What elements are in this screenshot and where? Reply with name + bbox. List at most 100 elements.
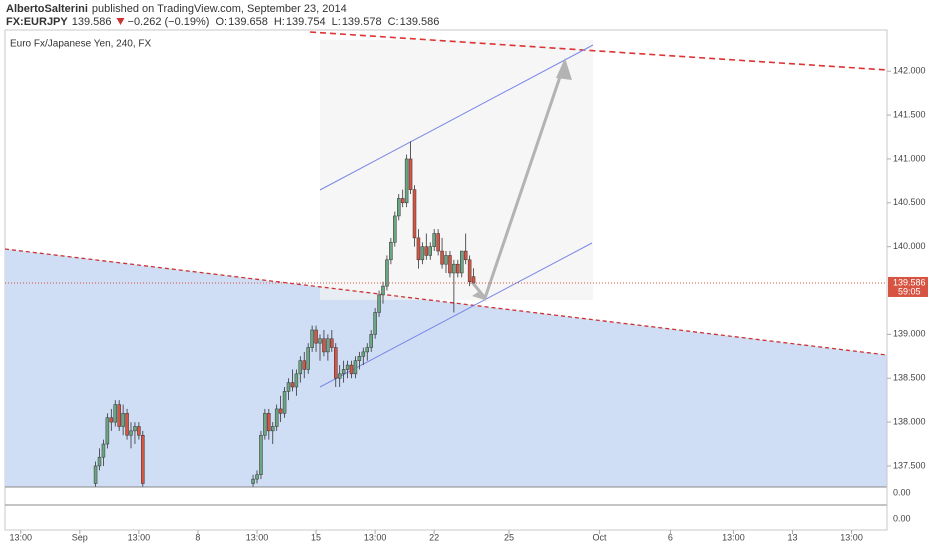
x-tick-label: 13:00: [364, 532, 387, 542]
candle-body: [274, 408, 279, 427]
candle-body: [361, 351, 366, 357]
candle-body: [456, 263, 460, 274]
candle-body: [97, 456, 102, 467]
x-tick-label: 13: [787, 532, 797, 542]
candle-body: [381, 285, 385, 296]
candle-body: [452, 263, 456, 274]
candle-body: [259, 434, 263, 475]
candle-body: [125, 413, 129, 436]
candle-body: [448, 255, 452, 274]
candle-body: [137, 426, 141, 436]
candle-body: [463, 250, 468, 261]
candle-body: [400, 198, 405, 204]
x-tick-label: 25: [504, 532, 514, 542]
ohlc-value: 139.658: [228, 16, 268, 28]
candle-body: [306, 347, 310, 370]
x-tick-label: 13:00: [246, 532, 269, 542]
candle-body: [408, 158, 413, 190]
candle-body: [341, 369, 346, 375]
candle-body: [101, 443, 106, 458]
symbol: FX:EURJPY: [6, 16, 68, 28]
countdown: 59:05: [898, 286, 921, 296]
candle-body: [271, 426, 275, 432]
candle-body: [334, 347, 338, 379]
candle-body: [105, 417, 110, 445]
candle-body: [278, 408, 283, 414]
drawings: [5, 31, 887, 487]
pane-label: 0.00: [893, 513, 911, 523]
channel-lower: [319, 242, 593, 388]
candle-body: [337, 373, 342, 379]
candle-body: [294, 373, 299, 388]
candle-body: [373, 312, 377, 335]
ohlc-label: O:: [215, 16, 227, 28]
ohlc-value: 139.754: [286, 16, 326, 28]
y-tick-label: 138.000: [893, 416, 926, 426]
candle-body: [318, 338, 322, 344]
x-tick-label: 13:00: [722, 532, 745, 542]
arrow-tail: [472, 292, 485, 300]
y-tick-label: 140.000: [893, 241, 926, 251]
candle-body: [467, 259, 472, 282]
candle-body: [424, 246, 429, 256]
candle-body: [302, 360, 306, 370]
projection-box: [320, 40, 593, 300]
published-note: published on TradingView.com, September …: [92, 3, 347, 15]
candle-body: [117, 404, 121, 427]
ohlc-label: C:: [388, 16, 399, 28]
x-tick-label: 13:00: [128, 532, 151, 542]
ohlc-value: 139.578: [342, 16, 382, 28]
candle-body: [133, 426, 137, 432]
candle-body: [365, 347, 369, 353]
candle-body: [377, 294, 381, 313]
candle-body: [267, 413, 271, 432]
candle-body: [141, 434, 145, 484]
candle-body: [412, 189, 417, 239]
x-tick-label: 13:00: [9, 532, 32, 542]
candle-body: [251, 478, 255, 484]
candle-body: [330, 338, 334, 348]
subtitle: Euro Fx/Japanese Yen, 240, FX: [10, 39, 152, 50]
y-tick-label: 142.000: [893, 66, 926, 76]
x-tick-label: 22: [429, 532, 439, 542]
candle-body: [444, 255, 448, 265]
candle-body: [345, 364, 350, 370]
y-tick-label: 139.000: [893, 329, 926, 339]
candle-body: [460, 250, 464, 274]
y-tick-label: 138.500: [893, 373, 926, 383]
y-tick-label: 137.500: [893, 460, 926, 470]
candle-body: [286, 382, 291, 392]
candle-body: [263, 413, 267, 436]
candle-body: [109, 417, 114, 423]
candle-body: [322, 338, 326, 353]
candle-body: [385, 259, 389, 287]
candle-body: [397, 198, 401, 217]
x-tick-label: Sep: [72, 532, 88, 542]
down-arrow: [116, 18, 125, 25]
y-tick-label: 141.000: [893, 153, 926, 163]
ohlc-value: 139.586: [400, 16, 440, 28]
candle-body: [420, 246, 425, 261]
candle-body: [471, 276, 476, 284]
resistance-trendline: [309, 31, 887, 71]
candle-body: [416, 237, 421, 261]
candle-body: [298, 360, 303, 375]
author: AlbertoSalterini: [6, 3, 88, 15]
x-tick-label: 15: [311, 532, 321, 542]
candle-body: [310, 329, 314, 348]
candle-body: [121, 413, 125, 427]
candle-body: [432, 233, 436, 247]
candles: [93, 141, 476, 487]
candle-body: [353, 360, 358, 375]
candle-body: [255, 474, 259, 480]
projection-path: [470, 61, 567, 302]
ohlc-label: L:: [332, 16, 341, 28]
y-tick-label: 141.500: [893, 109, 926, 119]
candle-body: [369, 334, 373, 348]
x-tick-label: Oct: [593, 532, 608, 542]
candle-body: [314, 329, 318, 344]
arrow-head: [556, 58, 572, 80]
candle-body: [393, 215, 397, 243]
candle-body: [129, 430, 133, 436]
last-price-label: 139.586: [893, 277, 926, 287]
